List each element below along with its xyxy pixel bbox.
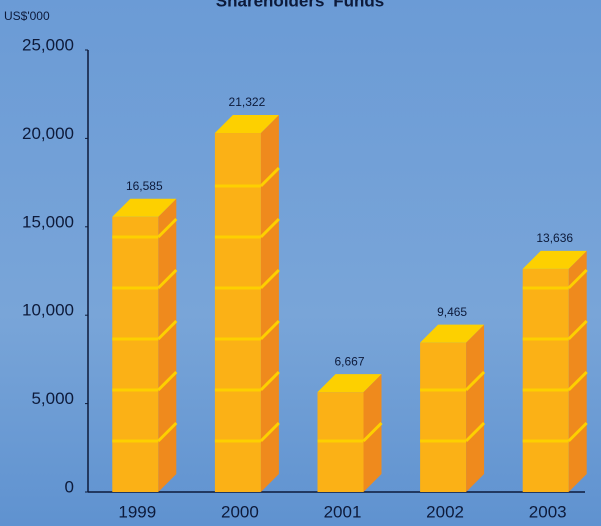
y-tick-label: 0 (65, 477, 74, 496)
x-tick-label: 2003 (529, 502, 567, 521)
bar-side (466, 325, 484, 492)
background (0, 0, 601, 526)
chart: Shareholders' Funds US$'000 0 5,000 10,000… (0, 0, 601, 526)
value-label: 21,322 (229, 95, 266, 109)
y-tick-label: 25,000 (22, 35, 74, 54)
bar (523, 269, 569, 492)
x-tick-label: 2000 (221, 502, 259, 521)
value-label: 16,585 (126, 179, 163, 193)
y-tick-label: 20,000 (22, 124, 74, 143)
bar (112, 217, 158, 492)
y-tick-label: 10,000 (22, 301, 74, 320)
bar-side (158, 199, 176, 492)
y-tick-label: 5,000 (31, 389, 74, 408)
x-tick-label: 2001 (324, 502, 362, 521)
value-label: 9,465 (437, 305, 467, 319)
x-tick-label: 1999 (118, 502, 156, 521)
x-tick-label: 2002 (426, 502, 464, 521)
y-tick-label: 15,000 (22, 212, 74, 231)
chart-title: Shareholders' Funds (216, 0, 384, 10)
bar (420, 343, 466, 492)
y-axis-label: US$'000 (4, 9, 50, 23)
value-label: 6,667 (334, 354, 364, 368)
value-label: 13,636 (536, 231, 573, 245)
